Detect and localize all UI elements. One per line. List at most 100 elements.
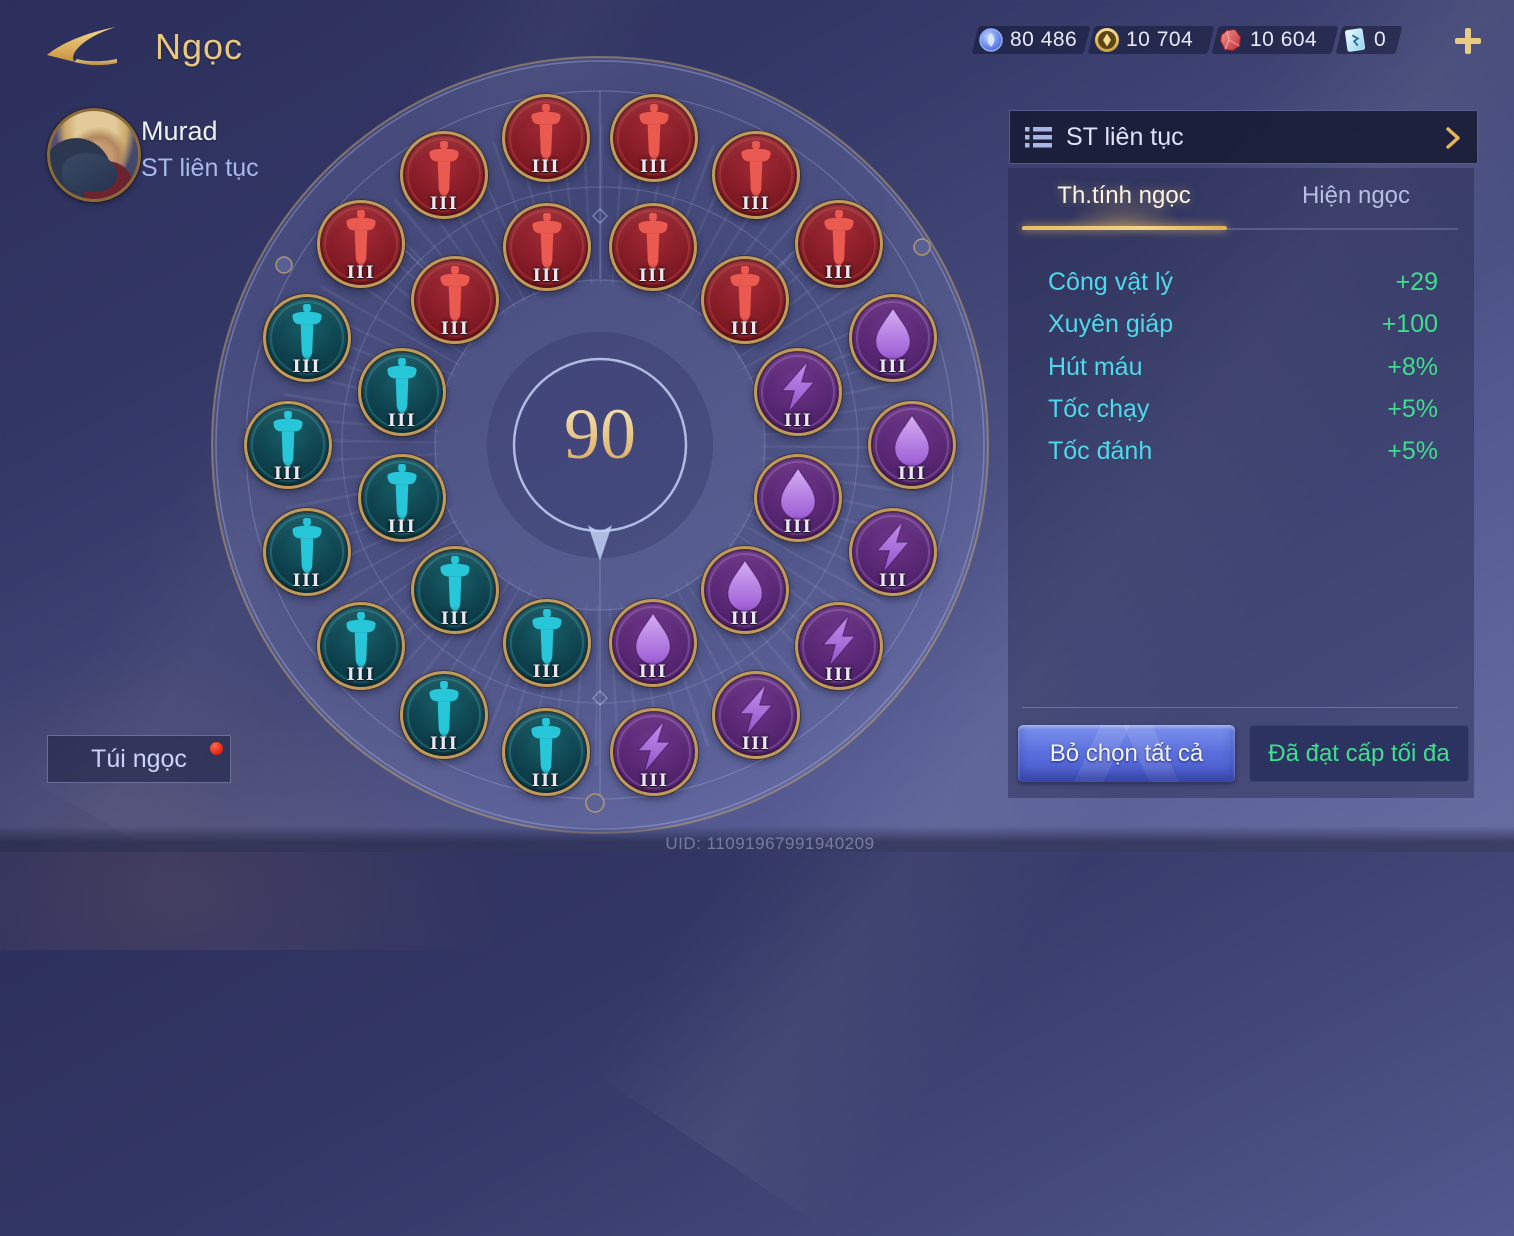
stat-value: +8% xyxy=(1387,352,1438,381)
stat-row: Công vật lý +29 xyxy=(1048,261,1438,303)
rune-teal-sword[interactable]: III xyxy=(501,708,590,797)
stat-value: +5% xyxy=(1387,394,1438,423)
stat-label: Công vật lý xyxy=(1048,267,1174,296)
rune-purple-droplet[interactable]: III xyxy=(849,294,938,383)
notification-dot xyxy=(210,742,223,755)
rune-red-sword[interactable]: III xyxy=(609,202,698,291)
rune-purple-lightning[interactable]: III xyxy=(610,708,699,797)
rune-purple-lightning[interactable]: III xyxy=(754,347,842,436)
stat-row: Tốc chạy +5% xyxy=(1048,388,1438,430)
wheel-decoration xyxy=(211,56,989,834)
currency-ruby[interactable]: 10 604 xyxy=(1211,26,1339,54)
rune-tier-label: III xyxy=(429,193,459,214)
rune-wheel: 90 III III III III III III III III III III III III I… xyxy=(210,55,990,835)
rune-red-sword[interactable]: III xyxy=(610,93,699,182)
rune-red-sword[interactable]: III xyxy=(712,130,800,219)
rune-purple-droplet[interactable]: III xyxy=(868,401,956,489)
rune-teal-sword[interactable]: III xyxy=(262,294,351,383)
chevron-right-icon xyxy=(1446,127,1460,149)
list-icon xyxy=(1025,126,1052,147)
stat-row: Hút máu +8% xyxy=(1048,346,1438,388)
rune-tier-label: III xyxy=(783,410,813,431)
back-arrow-icon xyxy=(47,27,117,66)
rune-page-level: 90 xyxy=(210,393,990,476)
rune-tier-label: III xyxy=(387,517,417,538)
rune-teal-sword[interactable]: III xyxy=(262,507,351,596)
rune-red-sword[interactable]: III xyxy=(502,202,591,291)
active-tab-underline xyxy=(1022,226,1227,230)
rune-purple-droplet[interactable]: III xyxy=(754,454,842,543)
rune-teal-sword[interactable]: III xyxy=(400,671,488,760)
rune-tier-label: III xyxy=(532,265,562,286)
rune-tier-label: III xyxy=(897,464,927,484)
back-button[interactable] xyxy=(44,24,120,72)
rune-bag-button[interactable]: Túi ngọc xyxy=(47,735,231,783)
stat-row: Xuyên giáp +100 xyxy=(1048,303,1438,345)
wheel-disc xyxy=(212,57,988,833)
rune-tier-label: III xyxy=(346,263,376,284)
stat-label: Hút máu xyxy=(1048,352,1143,381)
avatar-mask-detail xyxy=(62,153,117,192)
rune-red-sword[interactable]: III xyxy=(501,93,590,182)
rune-tier-label: III xyxy=(824,664,854,685)
rune-tier-label: III xyxy=(639,771,669,792)
rune-teal-sword[interactable]: III xyxy=(316,601,405,690)
currency-blue-essence[interactable]: 80 486 xyxy=(971,26,1091,54)
stat-value: +29 xyxy=(1395,267,1438,296)
selected-rune-page-label: ST liên tục xyxy=(1066,122,1184,151)
rune-tier-label: III xyxy=(292,357,321,378)
rune-red-sword[interactable]: III xyxy=(700,256,789,345)
rune-tier-label: III xyxy=(878,357,908,378)
rune-tier-label: III xyxy=(532,662,562,682)
rune-tier-label: III xyxy=(429,734,459,755)
rune-red-sword[interactable]: III xyxy=(411,256,500,345)
stat-label: Xuyên giáp xyxy=(1048,309,1174,338)
rune-purple-lightning[interactable]: III xyxy=(795,601,883,690)
rune-teal-sword[interactable]: III xyxy=(357,454,446,543)
rune-red-sword[interactable]: III xyxy=(316,200,405,289)
tab-rune-stats[interactable]: Th.tính ngọc xyxy=(1057,182,1191,209)
stat-label: Tốc đánh xyxy=(1048,436,1153,465)
rune-tier-label: III xyxy=(741,734,771,755)
rune-tier-label: III xyxy=(273,464,303,484)
rune-tier-label: III xyxy=(878,570,908,591)
gold-amount: 10 704 xyxy=(1126,28,1194,51)
rune-purple-droplet[interactable]: III xyxy=(609,599,698,687)
max-level-button[interactable]: Đã đạt cấp tối đa xyxy=(1249,725,1469,782)
rune-purple-droplet[interactable]: III xyxy=(700,545,789,634)
add-currency-button[interactable] xyxy=(1452,25,1484,57)
player-avatar[interactable] xyxy=(47,108,141,202)
rune-tier-label: III xyxy=(824,263,854,284)
rune-tier-label: III xyxy=(783,517,813,538)
player-rune-page-name: ST liên tục xyxy=(141,154,259,182)
page-title: Ngọc xyxy=(155,26,244,67)
currency-gold[interactable]: 10 704 xyxy=(1087,26,1215,54)
currency-rune-card[interactable]: 0 xyxy=(1335,26,1403,54)
rune-red-sword[interactable]: III xyxy=(795,200,883,289)
rune-teal-sword[interactable]: III xyxy=(357,347,446,436)
rune-tier-label: III xyxy=(730,319,760,340)
rune-page-selector[interactable]: ST liên tục xyxy=(1009,110,1478,164)
blue-essence-amount: 80 486 xyxy=(1010,28,1078,51)
stat-value: +100 xyxy=(1381,309,1438,338)
rune-tier-label: III xyxy=(639,156,669,177)
stats-panel xyxy=(1008,168,1474,798)
stat-row: Tốc đánh +5% xyxy=(1048,430,1438,472)
rune-tier-label: III xyxy=(440,608,470,629)
rune-red-sword[interactable]: III xyxy=(400,130,488,219)
gold-coin-icon xyxy=(1095,28,1119,52)
rune-teal-sword[interactable]: III xyxy=(411,545,500,634)
rune-tier-label: III xyxy=(638,265,668,286)
ruby-icon xyxy=(1219,28,1242,52)
tab-rune-view[interactable]: Hiện ngọc xyxy=(1301,182,1411,209)
rune-purple-lightning[interactable]: III xyxy=(712,671,800,760)
rune-teal-sword[interactable]: III xyxy=(502,599,591,687)
uid-text: UID: 11091967991940209 xyxy=(665,834,875,853)
rune-bag-label: Túi ngọc xyxy=(91,744,187,773)
rune-card-amount: 0 xyxy=(1374,28,1387,51)
rune-tier-label: III xyxy=(730,608,760,629)
player-name: Murad xyxy=(141,116,218,146)
rune-purple-lightning[interactable]: III xyxy=(849,507,938,596)
rune-teal-sword[interactable]: III xyxy=(244,401,332,489)
deselect-all-button[interactable]: Bỏ chọn tất cả xyxy=(1018,725,1235,782)
